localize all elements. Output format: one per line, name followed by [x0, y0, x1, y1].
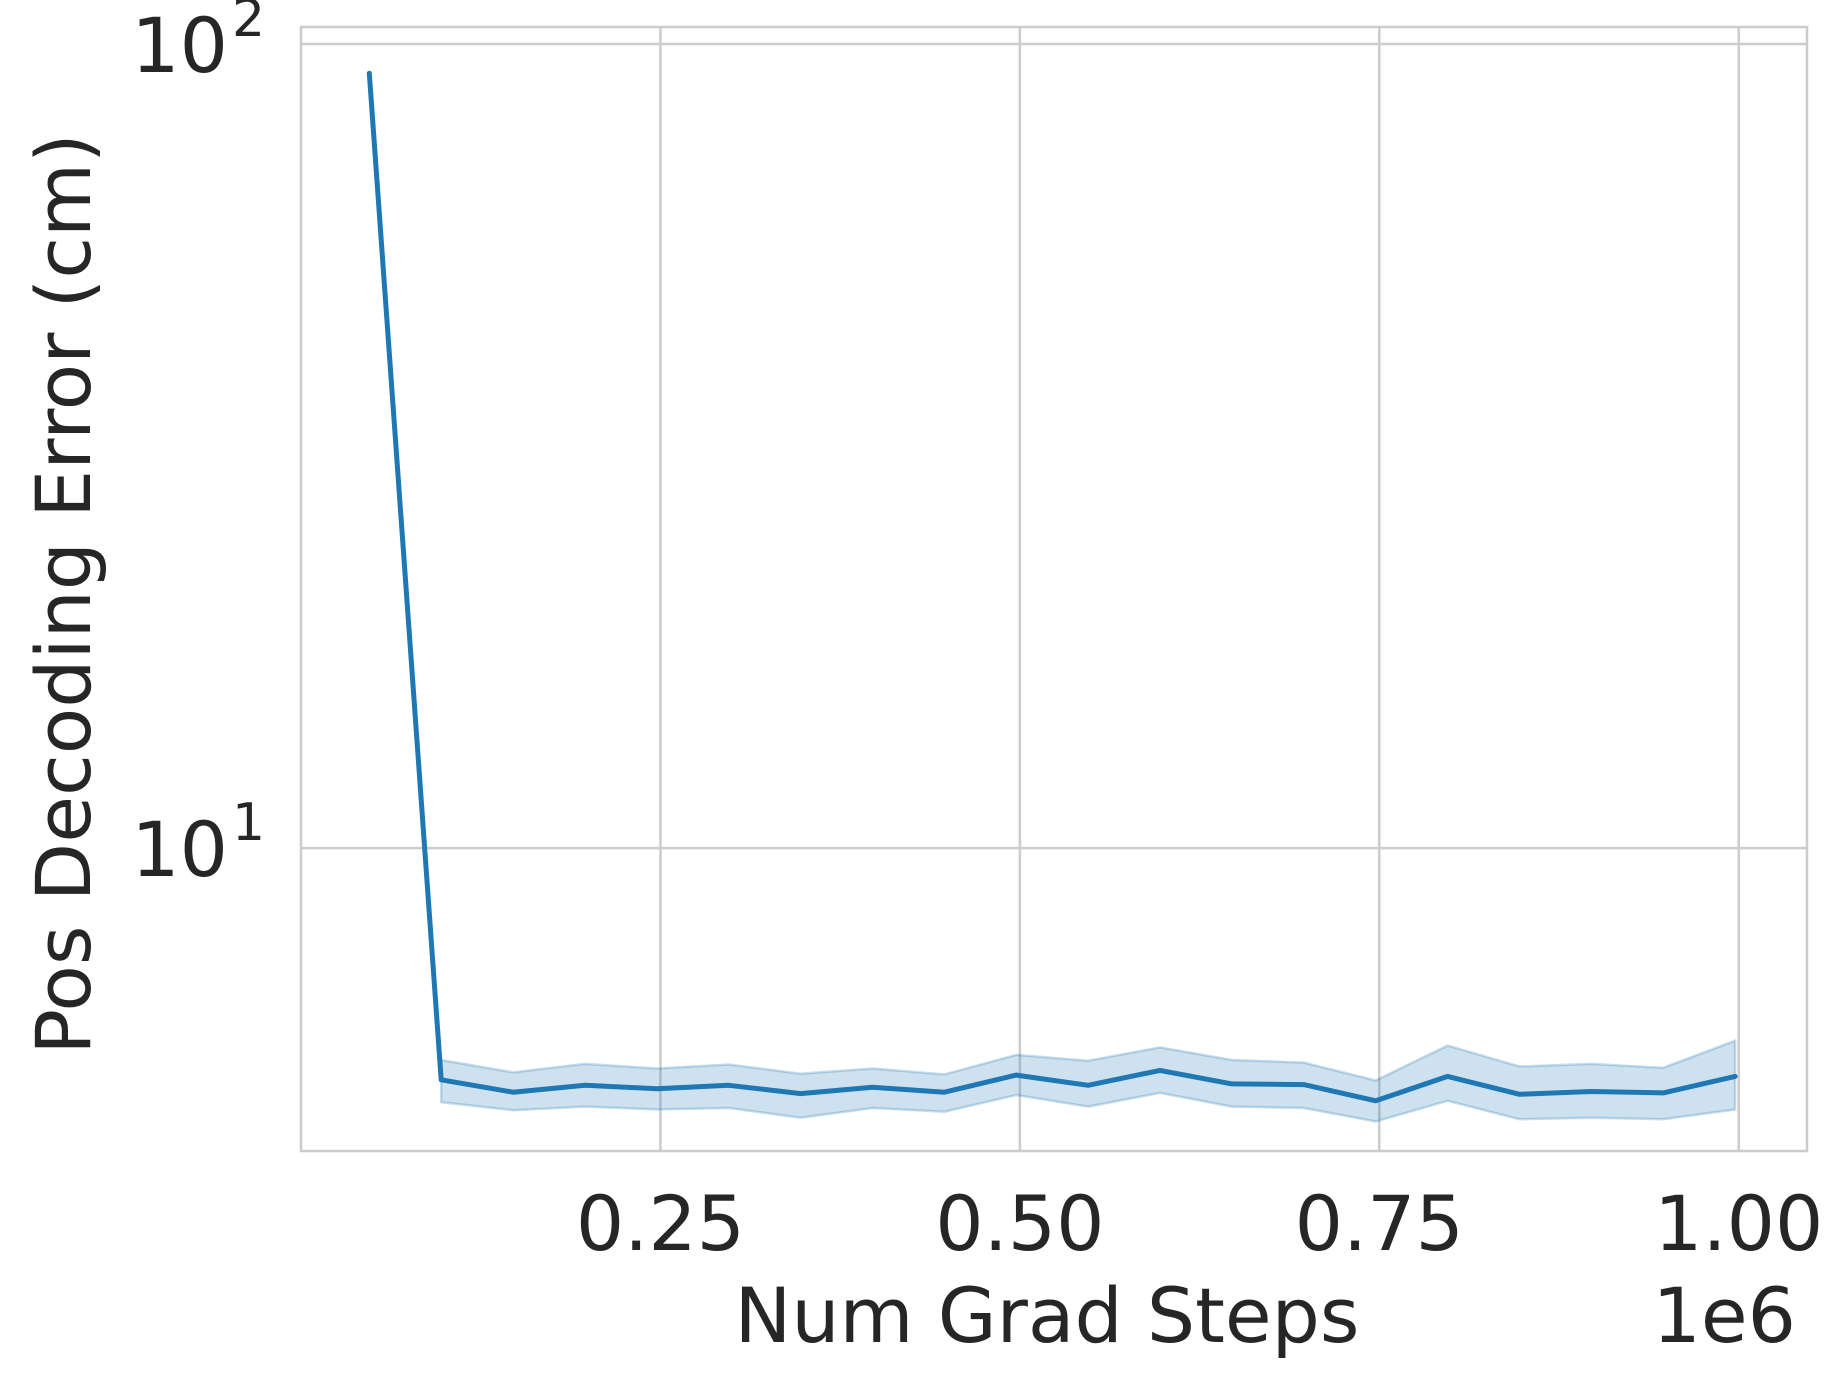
- confidence-band: [439, 1038, 1737, 1123]
- y-tick-base: 10: [131, 805, 228, 894]
- x-tick-label: 0.75: [1295, 1179, 1464, 1268]
- x-tick-label: 0.50: [935, 1179, 1104, 1268]
- x-axis-label: Num Grad Steps: [735, 1271, 1360, 1360]
- x-tick-label: 0.25: [576, 1179, 745, 1268]
- series-line: [366, 70, 1738, 1104]
- band-layer: [439, 1038, 1737, 1123]
- y-tick-label: 10 1: [131, 793, 265, 894]
- y-axis-label: Pos Decoding Error (cm): [19, 133, 108, 1054]
- y-tick-base: 10: [131, 1, 228, 90]
- y-tick-exponent: 1: [232, 793, 265, 853]
- plot-frame: [299, 25, 1809, 1153]
- x-tick-labels: 0.25 0.50 0.75 1.00: [576, 1179, 1824, 1268]
- line-layer: [366, 70, 1738, 1104]
- grid-layer: [301, 27, 1807, 1151]
- y-tick-label: 10 2: [131, 0, 265, 90]
- y-tick-exponent: 2: [232, 0, 265, 49]
- x-offset-label: 1e6: [1653, 1271, 1796, 1360]
- x-tick-label: 1.00: [1654, 1179, 1823, 1268]
